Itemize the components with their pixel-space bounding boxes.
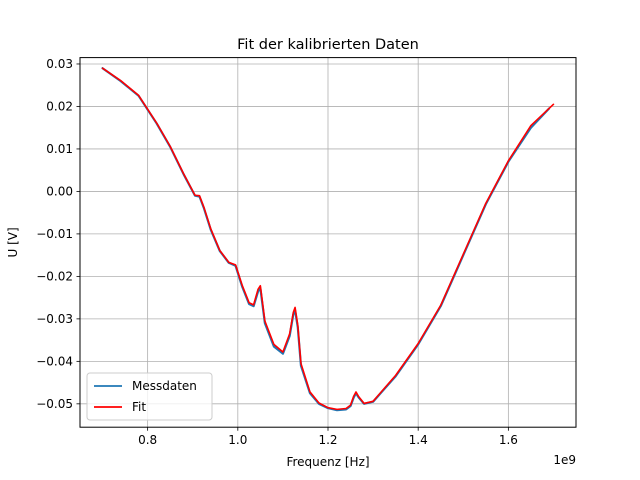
x-tick-label: 1.6 xyxy=(499,433,518,447)
y-tick-label: 0.00 xyxy=(46,185,73,199)
x-axis-offset-label: 1e9 xyxy=(553,453,576,467)
grid xyxy=(80,57,576,428)
x-tick-label: 1.0 xyxy=(228,433,247,447)
y-tick-label: 0.02 xyxy=(46,100,73,114)
y-axis: 0.03 0.02 0.01 0.00 −0.01 −0.02 −0.03 −0.04 −0.0… xyxy=(36,57,80,411)
y-tick-label: −0.02 xyxy=(36,270,73,284)
legend-label-fit: Fit xyxy=(132,400,146,414)
series-line-fit xyxy=(101,67,555,411)
legend: Messdaten Fit xyxy=(86,372,213,421)
x-axis-label: Frequenz [Hz] xyxy=(286,455,369,469)
y-axis-label: U [V] xyxy=(6,227,20,257)
y-tick-label: 0.01 xyxy=(46,142,73,156)
y-tick-label: −0.03 xyxy=(36,312,73,326)
x-tick-label: 1.2 xyxy=(318,433,337,447)
x-tick-label: 0.8 xyxy=(138,433,157,447)
series-layer xyxy=(101,67,555,412)
chart-title: Fit der kalibrierten Daten xyxy=(237,37,419,53)
y-tick-label: −0.05 xyxy=(36,397,73,411)
y-tick-label: −0.01 xyxy=(36,227,73,241)
legend-label-messdaten: Messdaten xyxy=(132,379,197,393)
y-tick-label: −0.04 xyxy=(36,355,73,369)
legend-frame xyxy=(86,372,213,421)
x-axis: 0.8 1.0 1.2 1.4 1.6 xyxy=(138,427,518,447)
y-tick-label: 0.03 xyxy=(46,57,73,71)
x-tick-label: 1.4 xyxy=(409,433,428,447)
